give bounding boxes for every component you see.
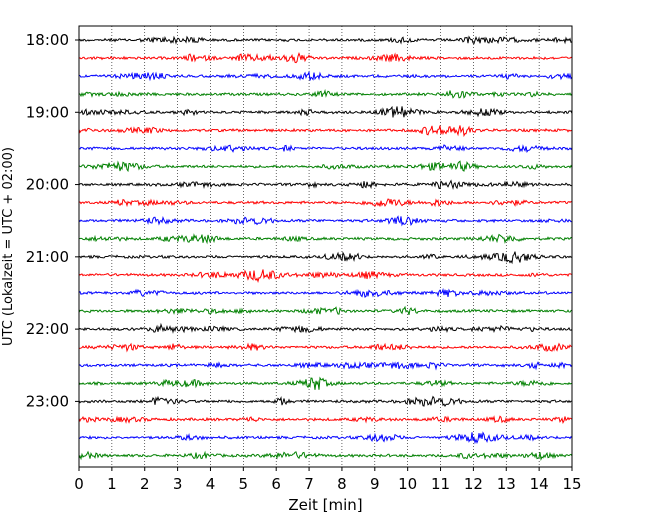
seismogram-trace: [78, 415, 573, 424]
seismogram-trace: [78, 251, 573, 265]
seismogram-trace: [78, 215, 573, 227]
x-tick-label: 13: [497, 475, 516, 493]
seismogram-trace: [78, 450, 573, 462]
x-tick-label: 15: [562, 475, 581, 493]
x-tick-label: 4: [206, 475, 216, 493]
seismogram-trace: [78, 35, 573, 45]
seismogram-trace: [78, 144, 573, 153]
x-axis-label: Zeit [min]: [288, 496, 362, 514]
x-tick-label: 14: [530, 475, 549, 493]
seismogram-trace: [78, 105, 573, 118]
seismogram-trace: [78, 376, 573, 390]
y-tick-label: 19:00: [26, 103, 69, 121]
x-tick-label: 3: [173, 475, 183, 493]
seismogram-trace: [78, 88, 573, 99]
x-tick-label: 9: [370, 475, 380, 493]
seismogram-trace: [78, 431, 573, 445]
seismogram-trace: [78, 70, 573, 82]
y-tick-label: 22:00: [26, 320, 69, 338]
seismogram-trace: [78, 269, 573, 283]
x-tick-label: 0: [74, 475, 84, 493]
seismogram-trace: [78, 51, 573, 64]
y-axis: 18:00 19:00 20:00 21:00 22:00 23:00: [26, 31, 79, 410]
seismogram-trace: [78, 125, 573, 138]
x-tick-label: 5: [239, 475, 249, 493]
x-tick-label: 1: [107, 475, 117, 493]
seismogram-trace: [78, 305, 573, 316]
y-tick-label: 21:00: [26, 248, 69, 266]
seismogram-trace: [78, 179, 573, 191]
x-tick-label: 12: [464, 475, 483, 493]
seismogram-trace: [78, 322, 573, 334]
seismogram-trace: [78, 198, 573, 208]
seismogram-trace: [78, 342, 573, 353]
seismogram-trace: [78, 233, 573, 245]
y-tick-label: 20:00: [26, 176, 69, 194]
x-tick-label: 2: [140, 475, 150, 493]
y-axis-label: UTC (Lokalzeit = UTC + 02:00): [1, 147, 16, 346]
x-tick-label: 10: [398, 475, 417, 493]
y-tick-label: 18:00: [26, 31, 69, 49]
seismogram-trace: [78, 160, 573, 173]
x-tick-label: 11: [431, 475, 450, 493]
x-axis: 0 1 2 3 4 5 6 7 8 9 10 11 12 13 14 15: [74, 467, 582, 493]
x-tick-label: 6: [271, 475, 281, 493]
seismogram-trace: [78, 287, 573, 298]
plot-frame: [78, 25, 573, 468]
x-tick-label: 7: [304, 475, 314, 493]
x-tick-label: 8: [337, 475, 347, 493]
trace-group: [78, 35, 573, 462]
seismogram-trace: [78, 395, 573, 408]
y-tick-label: 23:00: [26, 392, 69, 410]
seismogram-trace: [78, 361, 573, 371]
